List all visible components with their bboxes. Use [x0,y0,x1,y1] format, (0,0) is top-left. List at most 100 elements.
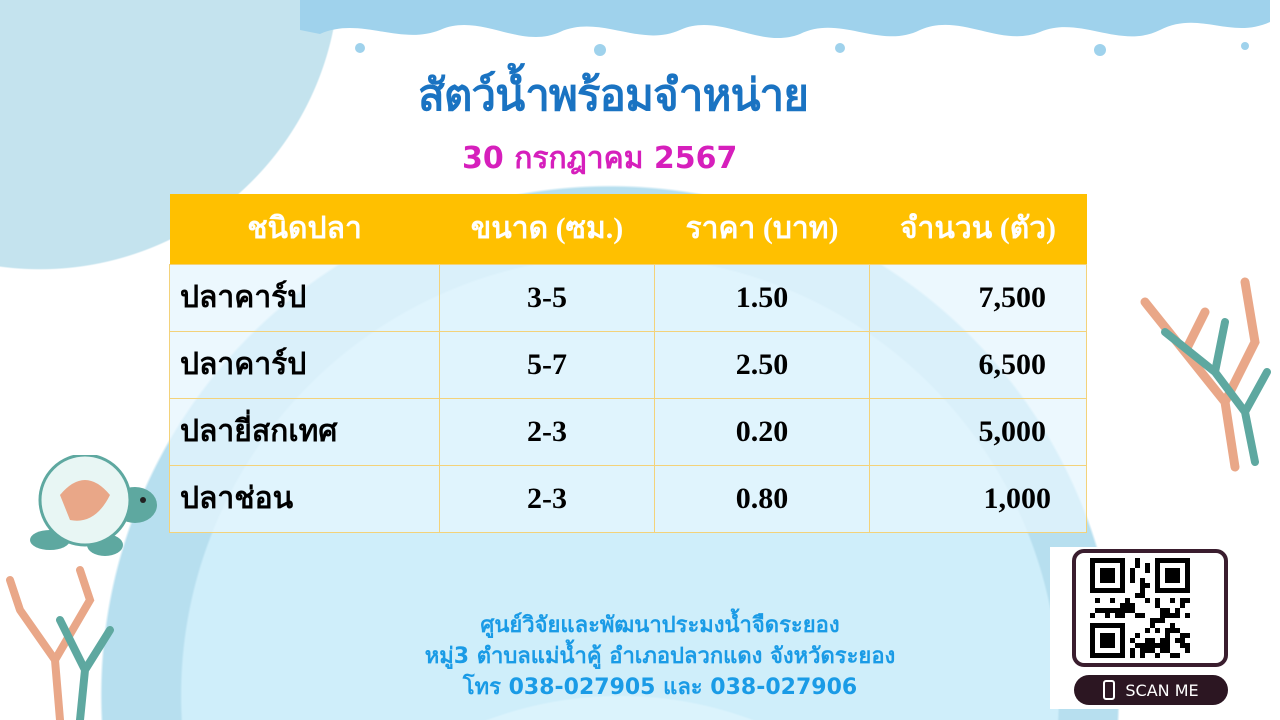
qr-module [1185,643,1190,648]
qr-module [1110,598,1115,603]
phone-icon [1103,680,1116,700]
fish-price-table: ชนิดปลา ขนาด (ซม.) ราคา (บาท) จำนวน (ตัว… [169,194,1087,533]
date-subtitle: 30 กรกฎาคม 2567 [462,141,738,176]
coral-decoration [1140,277,1271,472]
qr-module [1155,653,1160,658]
table-row: ปลาคาร์ป 3-5 1.50 7,500 [169,263,1087,332]
qr-module [1165,613,1170,618]
qr-module [1095,598,1100,603]
cell-quantity: 5,000 [869,397,1087,466]
qr-module [1130,653,1135,658]
table-header-row: ชนิดปลา ขนาด (ซม.) ราคา (บาท) จำนวน (ตัว… [169,194,1087,264]
page-title: สัตว์น้ำพร้อมจำหน่าย [418,70,809,121]
cell-fish-type: ปลาคาร์ป [169,330,440,399]
qr-module [1140,578,1145,583]
qr-module [1130,603,1135,608]
qr-module [1150,638,1155,643]
turtle-illustration [30,455,157,556]
qr-module [1175,628,1180,633]
qr-module [1170,613,1175,618]
qr-module [1160,618,1165,623]
qr-module [1170,598,1175,603]
qr-module [1155,643,1160,648]
qr-module [1145,648,1150,653]
qr-code-icon [1090,558,1190,658]
qr-module [1135,613,1140,618]
cell-fish-type: ปลาคาร์ป [169,263,440,332]
qr-module [1175,653,1180,658]
qr-module [1170,628,1175,633]
cell-price: 2.50 [654,330,870,399]
qr-module [1130,578,1135,583]
qr-module [1135,643,1140,648]
qr-module [1105,613,1110,618]
qr-module [1185,633,1190,638]
qr-module [1175,608,1180,613]
qr-module [1160,608,1165,613]
qr-module [1145,643,1150,648]
qr-module [1135,633,1140,638]
qr-module [1095,608,1100,613]
qr-module [1145,583,1150,588]
qr-module [1140,583,1145,588]
cell-quantity: 6,500 [869,330,1087,399]
scan-me-button[interactable]: SCAN ME [1074,675,1228,705]
qr-module [1145,638,1150,643]
qr-code-panel[interactable]: SCAN ME [1050,547,1253,709]
cell-price: 1.50 [654,263,870,332]
qr-module [1180,633,1185,638]
qr-module [1160,638,1165,643]
scan-me-label: SCAN ME [1125,680,1199,700]
header-size: ขนาด (ซม.) [439,194,655,264]
qr-module [1120,603,1125,608]
cell-quantity: 1,000 [869,464,1087,533]
qr-module [1165,638,1170,643]
qr-module [1100,608,1105,613]
qr-module [1160,648,1165,653]
phone-numbers: โทร 038-027905 และ 038-027906 [462,675,858,700]
header-quantity: จำนวน (ตัว) [869,194,1087,264]
qr-finder-module [1100,633,1115,648]
qr-module [1185,648,1190,653]
qr-module [1105,608,1110,613]
contact-footer: ศูนย์วิจัยและพัฒนาประมงน้ำจืดระยอง หมู่3… [300,610,1020,703]
qr-module [1150,648,1155,653]
qr-module [1160,643,1165,648]
qr-module [1150,618,1155,623]
qr-module [1165,628,1170,633]
qr-module [1180,603,1185,608]
qr-module [1135,558,1140,563]
qr-module [1130,608,1135,613]
qr-module [1155,628,1160,633]
qr-module [1140,648,1145,653]
qr-module [1180,643,1185,648]
qr-module [1130,638,1135,643]
qr-module [1145,598,1150,603]
qr-module [1140,588,1145,593]
cell-price: 0.20 [654,397,870,466]
qr-module [1125,603,1130,608]
coral-decoration [6,566,114,720]
qr-module [1155,598,1160,603]
qr-module [1150,643,1155,648]
qr-module [1180,598,1185,603]
qr-module [1120,613,1125,618]
qr-module [1150,623,1155,628]
qr-finder-module [1100,568,1115,583]
cell-fish-type: ปลาช่อน [169,464,440,533]
cell-size: 5-7 [439,330,655,399]
qr-module [1130,568,1135,573]
qr-module [1115,613,1120,618]
qr-module [1165,648,1170,653]
organization-name: ศูนย์วิจัยและพัฒนาประมงน้ำจืดระยอง [480,613,840,638]
qr-module [1090,613,1095,618]
qr-module [1145,628,1150,633]
qr-module [1145,568,1150,573]
qr-module [1125,598,1130,603]
qr-module [1185,613,1190,618]
qr-module [1175,613,1180,618]
qr-module [1165,608,1170,613]
qr-module [1170,653,1175,658]
cell-quantity: 7,500 [869,263,1087,332]
qr-module [1165,633,1170,638]
